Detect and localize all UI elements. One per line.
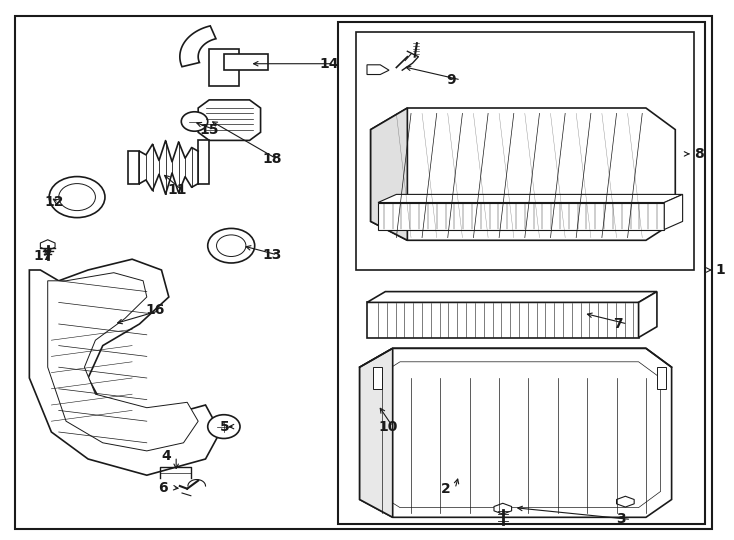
Polygon shape: [639, 292, 657, 338]
Text: 9: 9: [446, 73, 456, 87]
Text: 17: 17: [33, 249, 52, 264]
Polygon shape: [371, 108, 675, 240]
Text: 18: 18: [263, 152, 283, 166]
Polygon shape: [371, 108, 407, 240]
FancyBboxPatch shape: [209, 49, 239, 86]
Text: 7: 7: [613, 317, 622, 331]
Text: 14: 14: [319, 57, 339, 71]
Polygon shape: [180, 26, 216, 67]
FancyBboxPatch shape: [224, 54, 268, 70]
Polygon shape: [29, 259, 220, 475]
Text: 8: 8: [694, 147, 703, 161]
Text: 16: 16: [145, 303, 164, 318]
Circle shape: [49, 177, 105, 218]
Polygon shape: [617, 496, 634, 507]
FancyBboxPatch shape: [378, 202, 664, 230]
Polygon shape: [367, 65, 389, 75]
FancyBboxPatch shape: [367, 302, 639, 338]
FancyBboxPatch shape: [657, 367, 666, 389]
Polygon shape: [360, 348, 672, 517]
Circle shape: [181, 112, 208, 131]
Polygon shape: [494, 503, 512, 514]
FancyBboxPatch shape: [373, 367, 382, 389]
Text: 4: 4: [161, 449, 171, 463]
Text: 15: 15: [200, 123, 219, 137]
Text: 6: 6: [158, 481, 167, 495]
Circle shape: [208, 228, 255, 263]
Polygon shape: [360, 348, 393, 517]
Polygon shape: [374, 362, 661, 508]
Polygon shape: [48, 273, 198, 451]
Polygon shape: [198, 100, 261, 140]
Text: 13: 13: [263, 248, 282, 262]
Circle shape: [59, 184, 95, 211]
Polygon shape: [128, 151, 139, 184]
Polygon shape: [198, 140, 209, 184]
Text: 5: 5: [220, 420, 230, 434]
Text: 12: 12: [44, 195, 64, 210]
Polygon shape: [378, 194, 683, 202]
Circle shape: [217, 235, 246, 256]
Text: 3: 3: [617, 512, 626, 526]
Text: 11: 11: [167, 183, 187, 197]
Polygon shape: [367, 292, 657, 302]
Polygon shape: [664, 194, 683, 230]
Text: 10: 10: [378, 420, 397, 434]
Text: 2: 2: [440, 482, 450, 496]
Polygon shape: [40, 240, 55, 251]
Text: 1: 1: [716, 263, 725, 277]
Circle shape: [208, 415, 240, 438]
